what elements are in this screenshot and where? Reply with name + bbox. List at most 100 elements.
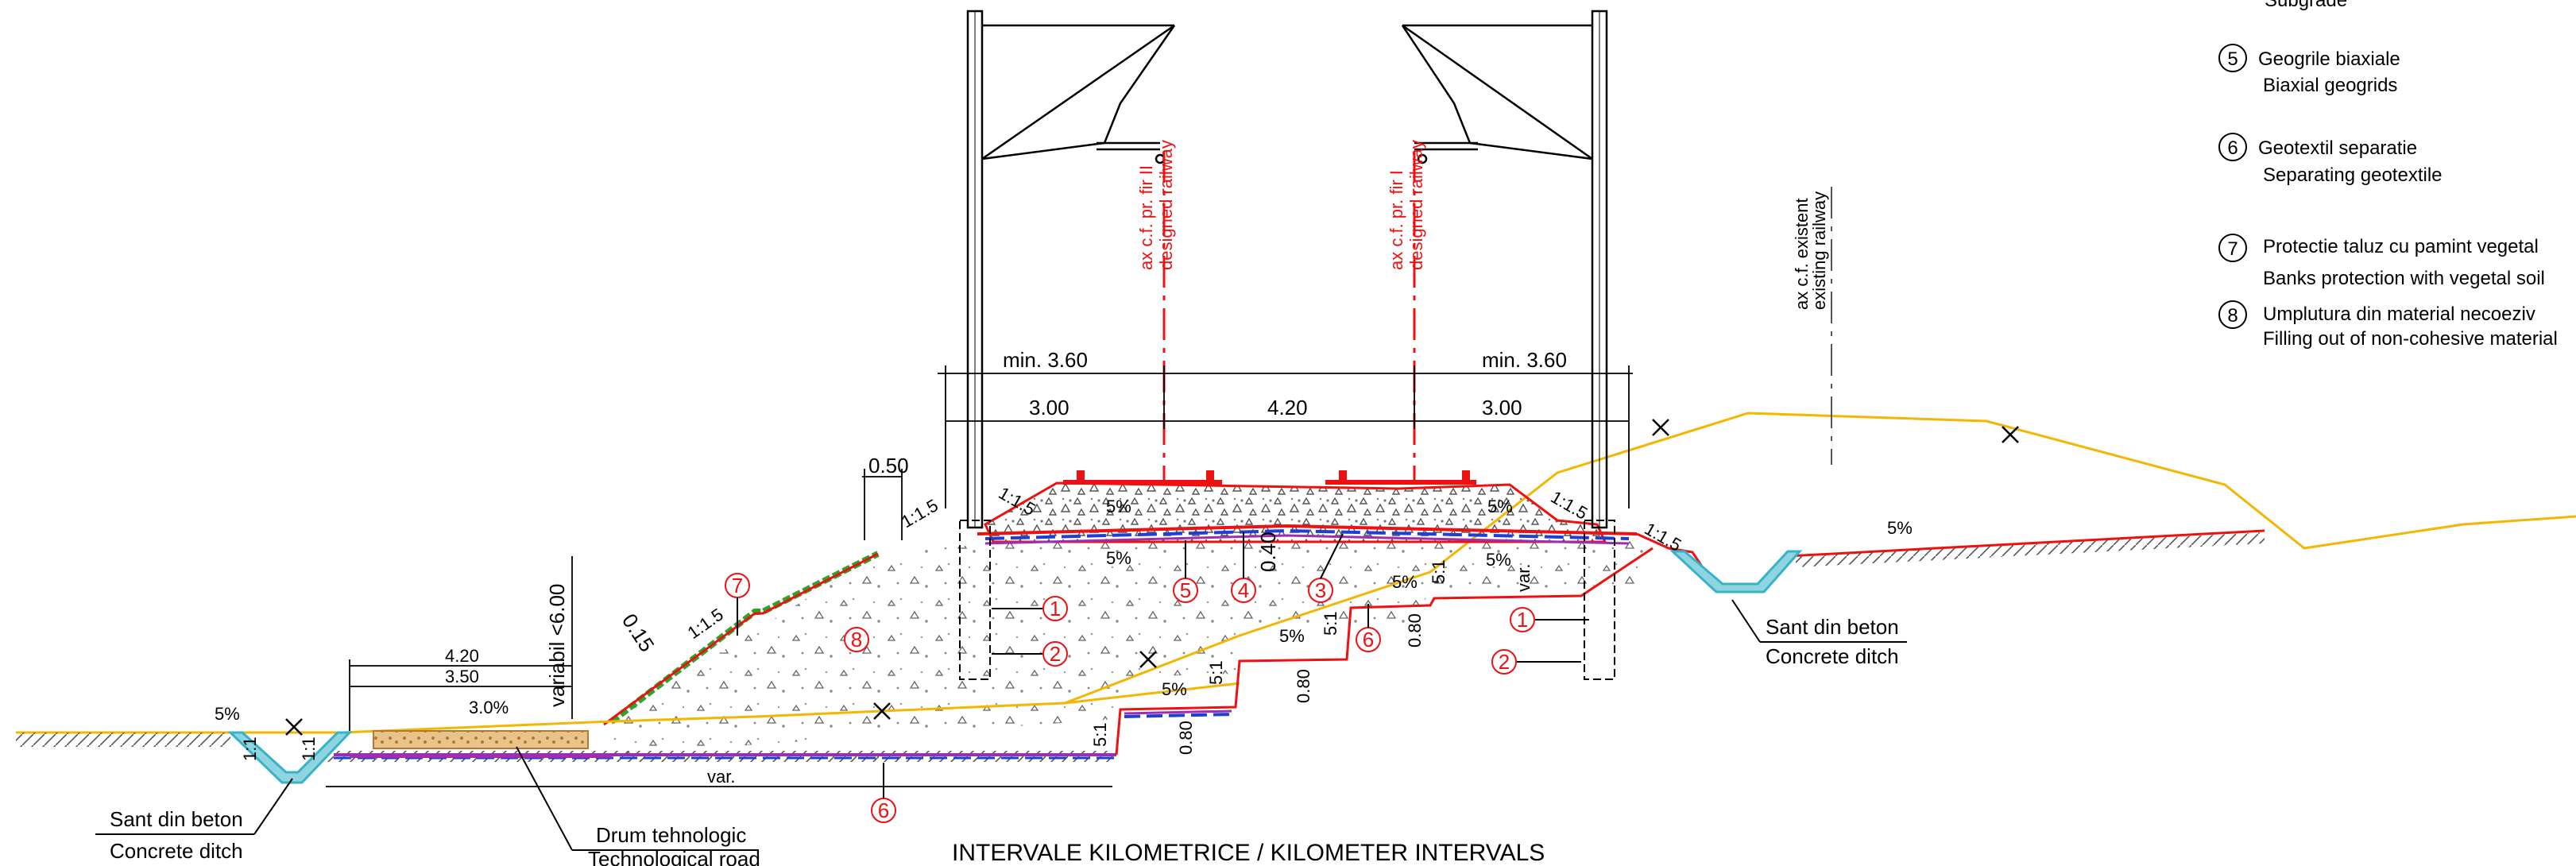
pct-5-g: 5% bbox=[1162, 679, 1187, 699]
dim-040: 0.40 bbox=[1256, 532, 1280, 572]
legend-item-7: 7 Protectie taluz cu pamint vegetal Bank… bbox=[2218, 234, 2545, 289]
axis-label-ii: ax c.f. pr. fir II designed railway bbox=[1136, 140, 1176, 270]
dim-300-left: 3.00 bbox=[1029, 396, 1069, 419]
tech-road bbox=[373, 730, 589, 749]
ratio-51-d: 5:1 bbox=[1090, 722, 1110, 747]
marker-6-bottom: 6 bbox=[871, 798, 896, 823]
svg-text:4: 4 bbox=[1238, 578, 1249, 602]
dim-420-mid: 4.20 bbox=[1267, 396, 1308, 419]
dim-var-bottom: var. bbox=[707, 767, 735, 787]
geotextile-top bbox=[984, 534, 1630, 545]
svg-text:ax c.f. pr. fir II: ax c.f. pr. fir II bbox=[1136, 165, 1156, 270]
svg-text:6: 6 bbox=[1363, 628, 1374, 651]
dim-050: 0.50 bbox=[868, 454, 909, 477]
svg-text:2: 2 bbox=[1050, 642, 1061, 666]
marker-7: 7 bbox=[725, 573, 750, 598]
svg-text:existing railway: existing railway bbox=[1809, 191, 1829, 310]
ground-hatch-left bbox=[16, 733, 230, 747]
svg-text:Protectie taluz cu pamint vege: Protectie taluz cu pamint vegetal bbox=[2263, 236, 2539, 257]
pct-5-c: 5% bbox=[1487, 497, 1513, 516]
ratio-51-a: 5:1 bbox=[1429, 559, 1449, 584]
legend-subgrade: Subgrade bbox=[2265, 0, 2347, 11]
formation-layer bbox=[977, 524, 1638, 535]
svg-text:5: 5 bbox=[1180, 578, 1191, 602]
right-pole bbox=[1401, 10, 1615, 680]
axis-label-i: ax c.f. pr. fir I designed railway bbox=[1387, 140, 1426, 270]
svg-text:Separating geotextile: Separating geotextile bbox=[2263, 164, 2443, 186]
svg-text:Biaxial geogrids: Biaxial geogrids bbox=[2263, 75, 2397, 96]
svg-text:6: 6 bbox=[2227, 137, 2238, 159]
svg-text:8: 8 bbox=[851, 628, 862, 651]
svg-text:ax c.f. existent: ax c.f. existent bbox=[1792, 198, 1812, 310]
svg-text:Drum tehnologic: Drum tehnologic bbox=[596, 823, 746, 847]
ditch-left bbox=[227, 731, 353, 784]
svg-text:Sant din beton: Sant din beton bbox=[110, 807, 243, 831]
marker-8: 8 bbox=[844, 627, 869, 652]
svg-text:2: 2 bbox=[1499, 650, 1510, 674]
marker-6-mid: 6 bbox=[1356, 627, 1381, 652]
pct-5-b: 5% bbox=[1106, 548, 1131, 568]
svg-text:1: 1 bbox=[1050, 597, 1061, 621]
label-ditch-left: Sant din beton Concrete ditch bbox=[95, 778, 293, 863]
legend-item-6: 6 Geotextil separatie Separating geotext… bbox=[2218, 133, 2443, 186]
svg-text:ax c.f. pr. fir I: ax c.f. pr. fir I bbox=[1387, 170, 1406, 270]
embankment-fill bbox=[612, 534, 1653, 755]
dim-min-right: min. 3.60 bbox=[1482, 348, 1567, 372]
marker-1-left: 1 bbox=[1042, 596, 1068, 621]
dim-variabil: variabil <6.00 bbox=[545, 584, 569, 707]
bench-geotextile bbox=[1124, 709, 1232, 715]
ground-cross-marks bbox=[285, 419, 2019, 736]
ratio-51-c: 5:1 bbox=[1206, 660, 1226, 685]
dim-var-right: var. bbox=[1514, 564, 1534, 592]
existing-ground bbox=[1064, 412, 2576, 705]
legend-item-5: 5 Geogrile biaxiale Biaxial geogrids bbox=[2218, 44, 2400, 96]
svg-text:Geogrile biaxiale: Geogrile biaxiale bbox=[2258, 48, 2400, 70]
svg-text:Filling out of non-cohesive ma: Filling out of non-cohesive material bbox=[2263, 328, 2558, 350]
benches bbox=[1115, 547, 1654, 756]
dim-min-left: min. 3.60 bbox=[1003, 348, 1088, 372]
svg-text:Concrete ditch: Concrete ditch bbox=[110, 839, 243, 863]
label-road: Drum tehnologic Technological road bbox=[516, 746, 760, 866]
svg-text:8: 8 bbox=[2227, 305, 2238, 327]
legend-item-8: 8 Umplutura din material necoeziv Fillin… bbox=[2218, 300, 2558, 350]
ratio-51-b: 5:1 bbox=[1321, 611, 1340, 636]
pct-5-f: 5% bbox=[1279, 626, 1305, 646]
svg-text:Banks protection with vegetal: Banks protection with vegetal soil bbox=[2263, 268, 2545, 289]
svg-text:Sant din beton: Sant din beton bbox=[1766, 615, 1899, 639]
markers: 1 2 3 4 5 6 6 7 8 1 2 bbox=[725, 573, 1535, 823]
pct-5-a: 5% bbox=[1106, 497, 1131, 516]
ditch-right bbox=[1669, 550, 1803, 593]
marker-5: 5 bbox=[1173, 578, 1198, 603]
ground-hatch-right bbox=[1796, 532, 2265, 567]
dim-300-right: 3.00 bbox=[1482, 396, 1522, 419]
dim-080-a: 0.80 bbox=[1405, 613, 1425, 648]
marker-leaders bbox=[737, 532, 1589, 798]
svg-text:7: 7 bbox=[2227, 238, 2238, 260]
drawing-title: INTERVALE KILOMETRICE / KILOMETER INTERV… bbox=[952, 840, 1545, 866]
marker-1-right: 1 bbox=[1510, 607, 1535, 632]
slope-11-b: 1:1 bbox=[299, 736, 319, 761]
pct-5-d: 5% bbox=[1486, 550, 1511, 570]
svg-text:Concrete ditch: Concrete ditch bbox=[1766, 644, 1899, 668]
dim-015: 0.15 bbox=[617, 609, 659, 656]
marker-2-left: 2 bbox=[1042, 641, 1068, 667]
svg-text:Geotextil separatie: Geotextil separatie bbox=[2258, 137, 2417, 159]
pct-30: 3.0% bbox=[469, 698, 509, 717]
slope-left-mid: 1:1.5 bbox=[898, 495, 942, 532]
left-pole bbox=[959, 10, 1176, 680]
svg-text:1: 1 bbox=[1517, 608, 1528, 632]
dim-road-350: 3.50 bbox=[445, 667, 479, 686]
svg-text:7: 7 bbox=[732, 574, 743, 597]
svg-text:Umplutura din material necoezi: Umplutura din material necoeziv bbox=[2263, 303, 2535, 325]
marker-2-right: 2 bbox=[1491, 649, 1517, 675]
bench-geogrid bbox=[1124, 713, 1232, 718]
embankment-slope bbox=[603, 552, 879, 726]
pct-5-i: 5% bbox=[215, 704, 240, 724]
legend: Subgrade 5 Geogrile biaxiale Biaxial geo… bbox=[2218, 0, 2558, 350]
axis-label-existing: ax c.f. existent existing railway bbox=[1792, 191, 1829, 310]
svg-text:5: 5 bbox=[2227, 48, 2238, 70]
pct-5-e: 5% bbox=[1392, 572, 1418, 592]
svg-text:designed railway: designed railway bbox=[1156, 140, 1176, 270]
marker-4: 4 bbox=[1231, 578, 1256, 603]
